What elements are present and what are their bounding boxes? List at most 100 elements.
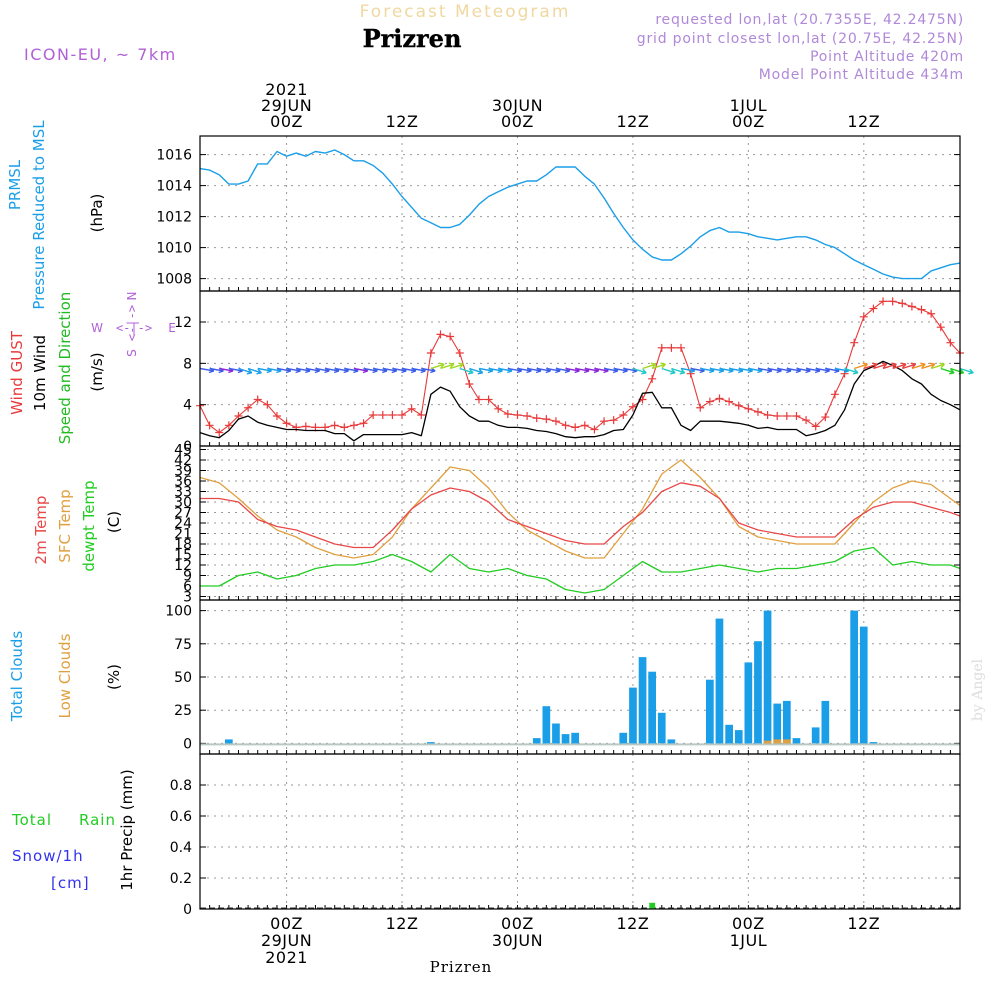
- wind-gust-marker: [215, 428, 224, 437]
- pressure-unit: (hPa): [88, 194, 106, 233]
- precip-panel-frame: [199, 753, 961, 910]
- wind-direction-arrowhead: [949, 368, 955, 375]
- wind-direction-arrow: [555, 367, 570, 372]
- wind-direction-arrow: [247, 367, 262, 374]
- wind-direction-arrow: [209, 367, 224, 372]
- wind-gust-marker: [628, 402, 637, 411]
- precip-axis-label: 1hr Precip (mm): [118, 769, 136, 890]
- temp-y-tick-label: 39: [174, 464, 192, 480]
- location-title: Prizren: [363, 24, 462, 53]
- precip-y-tick-label: 0.4: [170, 840, 192, 856]
- wind-direction-arrow: [334, 367, 349, 372]
- wind-direction-arrow: [199, 367, 214, 372]
- top-time-label: 00Z: [270, 112, 303, 131]
- wind-gust-marker: [340, 423, 349, 432]
- wind-direction-arrowhead: [467, 368, 474, 375]
- wind-direction-arrow: [469, 367, 483, 374]
- wind-gust-marker: [869, 304, 878, 313]
- total-cloud-bar: [706, 679, 714, 744]
- low-cloud-bar: [763, 740, 772, 744]
- clouds-y-tick-label: 75: [174, 637, 192, 653]
- wind-direction-arrow: [786, 367, 801, 372]
- temp-y-tick-label: 15: [174, 548, 192, 564]
- wind-gust-marker: [696, 403, 705, 412]
- wind-gust-marker: [359, 419, 368, 428]
- wind-direction-arrow: [594, 367, 609, 372]
- top-time-label: 12Z: [616, 112, 649, 131]
- bottom-time-label: 00Z: [501, 914, 534, 933]
- wind-gust-marker: [263, 400, 272, 409]
- wind-gust-marker: [888, 297, 897, 306]
- wind-direction-arrow: [565, 367, 580, 372]
- wind-direction-arrow: [709, 367, 724, 372]
- model-label: ICON-EU, ~ 7km: [24, 45, 177, 64]
- compass-w: W: [91, 321, 103, 335]
- temp-y-tick-label: 42: [174, 453, 192, 469]
- wind-direction-arrow: [363, 367, 378, 372]
- wind-direction-arrow: [959, 367, 974, 374]
- temp-y-tick-label: 36: [174, 474, 192, 490]
- dewpt-line: [200, 546, 961, 594]
- wind-direction-arrow: [584, 367, 599, 372]
- wind-direction-arrow: [719, 367, 734, 372]
- wind-direction-arrow: [257, 367, 272, 372]
- wind-gust-marker: [503, 409, 512, 418]
- wind-gust-marker: [224, 421, 233, 430]
- wind-gust-marker: [465, 380, 474, 388]
- wind-gust-marker: [542, 415, 551, 424]
- wind-direction-arrow: [882, 363, 897, 370]
- wind-gust-marker: [523, 412, 532, 421]
- temp-y-tick-label: 3: [183, 590, 192, 606]
- wind-direction-arrow: [728, 367, 744, 372]
- top-time-label: 29JUN: [261, 96, 312, 115]
- wind-gust-marker: [898, 299, 907, 308]
- wind-gust-marker: [349, 421, 358, 430]
- pressure-y-tick-label: 1008: [156, 272, 192, 288]
- wind-gust-marker: [561, 421, 570, 430]
- grid-point-coords: grid point closest lon,lat (20.75E, 42.2…: [637, 31, 964, 47]
- total-cloud-bar: [850, 610, 858, 744]
- top-time-label: 00Z: [732, 112, 765, 131]
- wind-gust-marker: [619, 411, 628, 419]
- compass-n: N: [125, 292, 139, 301]
- wind-direction-arrow: [440, 363, 455, 370]
- total-cloud-bar: [734, 730, 743, 744]
- pressure-y-tick-label: 1016: [156, 148, 192, 164]
- wind-gust-marker: [773, 412, 782, 421]
- wind-direction-arrow: [940, 367, 955, 374]
- clouds-y-tick-label: 0: [183, 736, 192, 752]
- bottom-time-label: 30JUN: [492, 931, 543, 950]
- bottom-time-label: 00Z: [732, 914, 765, 933]
- wind-label: 10m Wind: [31, 335, 49, 411]
- total-cloud-bar: [725, 724, 733, 744]
- total-cloud-bar: [648, 671, 656, 744]
- total-cloud-bar: [638, 657, 647, 744]
- wind-direction-arrowhead: [939, 362, 946, 369]
- wind-direction-arrow: [507, 367, 522, 372]
- wind-direction-arrow: [623, 367, 638, 372]
- total-cloud-bar: [667, 739, 676, 744]
- clouds-unit: (%): [105, 664, 123, 690]
- wind-gust-marker: [532, 414, 541, 423]
- wind-direction-arrow: [863, 363, 878, 370]
- rain-label-rain: Rain: [79, 811, 116, 829]
- wind-direction-arrow: [305, 367, 320, 372]
- top-time-label: 30JUN: [492, 96, 543, 115]
- wind-y-tick-label: 0: [183, 439, 192, 455]
- wind-gust-marker: [378, 411, 387, 419]
- precip-y-tick-label: 0: [183, 902, 192, 918]
- wind-direction-arrow: [873, 363, 887, 370]
- compass-horizontal: <-|->: [116, 321, 152, 335]
- wind-gust-marker: [474, 395, 483, 404]
- wind-direction-arrow: [219, 367, 234, 372]
- compass-vertical: <-|->: [125, 305, 139, 341]
- wind-direction-arrow: [690, 367, 705, 372]
- wind-gust-marker: [792, 412, 801, 421]
- wind-gust-marker: [917, 305, 926, 314]
- product-title: Forecast Meteogram: [360, 2, 571, 22]
- low-cloud-bar: [783, 739, 791, 744]
- wind-direction-arrow: [632, 367, 647, 374]
- wind-direction-arrow: [286, 367, 301, 372]
- wind-direction-arrowhead: [872, 362, 878, 369]
